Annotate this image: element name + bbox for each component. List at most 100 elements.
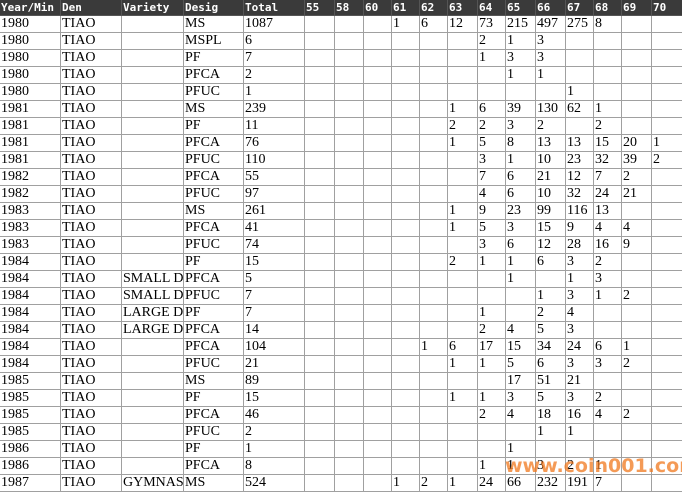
table-cell [652, 203, 682, 220]
table-cell: LARGE D [122, 305, 184, 322]
table-cell [622, 441, 652, 458]
table-cell [122, 237, 184, 254]
table-cell [392, 152, 420, 169]
table-cell [448, 458, 478, 475]
column-header: 68 [594, 0, 622, 16]
table-cell [122, 203, 184, 220]
table-cell: 1987 [0, 475, 61, 492]
table-cell [364, 254, 392, 271]
table-cell: 1 [478, 458, 506, 475]
table-cell [652, 305, 682, 322]
table-cell [392, 441, 420, 458]
table-cell [364, 16, 392, 33]
table-cell [305, 475, 335, 492]
table-cell [622, 50, 652, 67]
table-cell: 5 [244, 271, 305, 288]
table-cell: 16 [594, 237, 622, 254]
table-cell: 4 [506, 407, 536, 424]
table-cell: 21 [244, 356, 305, 373]
table-cell: TIAO [61, 373, 122, 390]
table-cell [305, 101, 335, 118]
table-cell: TIAO [61, 424, 122, 441]
table-cell: 15 [506, 339, 536, 356]
table-cell [364, 373, 392, 390]
table-cell: 51 [536, 373, 566, 390]
table-cell [335, 288, 364, 305]
table-cell [122, 101, 184, 118]
table-cell [392, 390, 420, 407]
table-cell [506, 84, 536, 101]
table-cell: 28 [566, 237, 594, 254]
table-cell [364, 237, 392, 254]
table-cell: 6 [448, 339, 478, 356]
table-cell: 24 [478, 475, 506, 492]
table-cell [122, 373, 184, 390]
table-cell: 41 [244, 220, 305, 237]
table-cell: 1 [506, 271, 536, 288]
table-cell: 1 [448, 356, 478, 373]
table-cell: SMALL D [122, 271, 184, 288]
table-cell [305, 152, 335, 169]
table-cell [364, 101, 392, 118]
table-cell: 3 [536, 33, 566, 50]
table-cell: 89 [244, 373, 305, 390]
column-header: Year/Min [0, 0, 61, 16]
table-cell: 1984 [0, 288, 61, 305]
table-cell [652, 254, 682, 271]
table-cell: TIAO [61, 101, 122, 118]
table-cell [478, 84, 506, 101]
table-cell: PFCA [184, 407, 244, 424]
table-cell [305, 118, 335, 135]
table-cell [122, 33, 184, 50]
table-cell [122, 254, 184, 271]
table-cell [335, 458, 364, 475]
table-cell: 1982 [0, 169, 61, 186]
table-cell [335, 356, 364, 373]
table-cell: PFUC [184, 288, 244, 305]
table-cell [622, 33, 652, 50]
table-cell: 6 [420, 16, 448, 33]
column-header: 65 [506, 0, 536, 16]
table-cell: 34 [536, 339, 566, 356]
table-cell [478, 271, 506, 288]
table-cell: 1 [566, 271, 594, 288]
table-cell: 97 [244, 186, 305, 203]
table-cell: 17 [478, 339, 506, 356]
column-header: Den [61, 0, 122, 16]
table-cell: 9 [478, 203, 506, 220]
table-cell: 23 [566, 152, 594, 169]
table-cell [622, 16, 652, 33]
table-cell: 1981 [0, 152, 61, 169]
table-cell: 10 [536, 152, 566, 169]
table-cell [392, 339, 420, 356]
table-cell: 191 [566, 475, 594, 492]
table-cell [305, 220, 335, 237]
table-cell [448, 186, 478, 203]
table-cell: 2 [594, 254, 622, 271]
table-cell [392, 169, 420, 186]
table-cell [335, 305, 364, 322]
table-cell [622, 67, 652, 84]
table-cell [122, 152, 184, 169]
table-cell [364, 152, 392, 169]
table-cell: 1985 [0, 407, 61, 424]
table-cell [594, 84, 622, 101]
table-cell: 1 [506, 254, 536, 271]
table-cell [622, 322, 652, 339]
table-cell [335, 84, 364, 101]
table-cell: TIAO [61, 203, 122, 220]
table-cell: 12 [536, 237, 566, 254]
table-cell: 130 [536, 101, 566, 118]
table-cell: TIAO [61, 186, 122, 203]
table-cell: 116 [566, 203, 594, 220]
table-cell [566, 50, 594, 67]
table-cell [335, 33, 364, 50]
table-cell [420, 237, 448, 254]
table-cell [335, 101, 364, 118]
table-cell: 5 [536, 322, 566, 339]
table-cell: 1981 [0, 135, 61, 152]
table-cell [478, 441, 506, 458]
column-header: 61 [392, 0, 420, 16]
table-cell: 1 [566, 424, 594, 441]
table-cell [392, 305, 420, 322]
